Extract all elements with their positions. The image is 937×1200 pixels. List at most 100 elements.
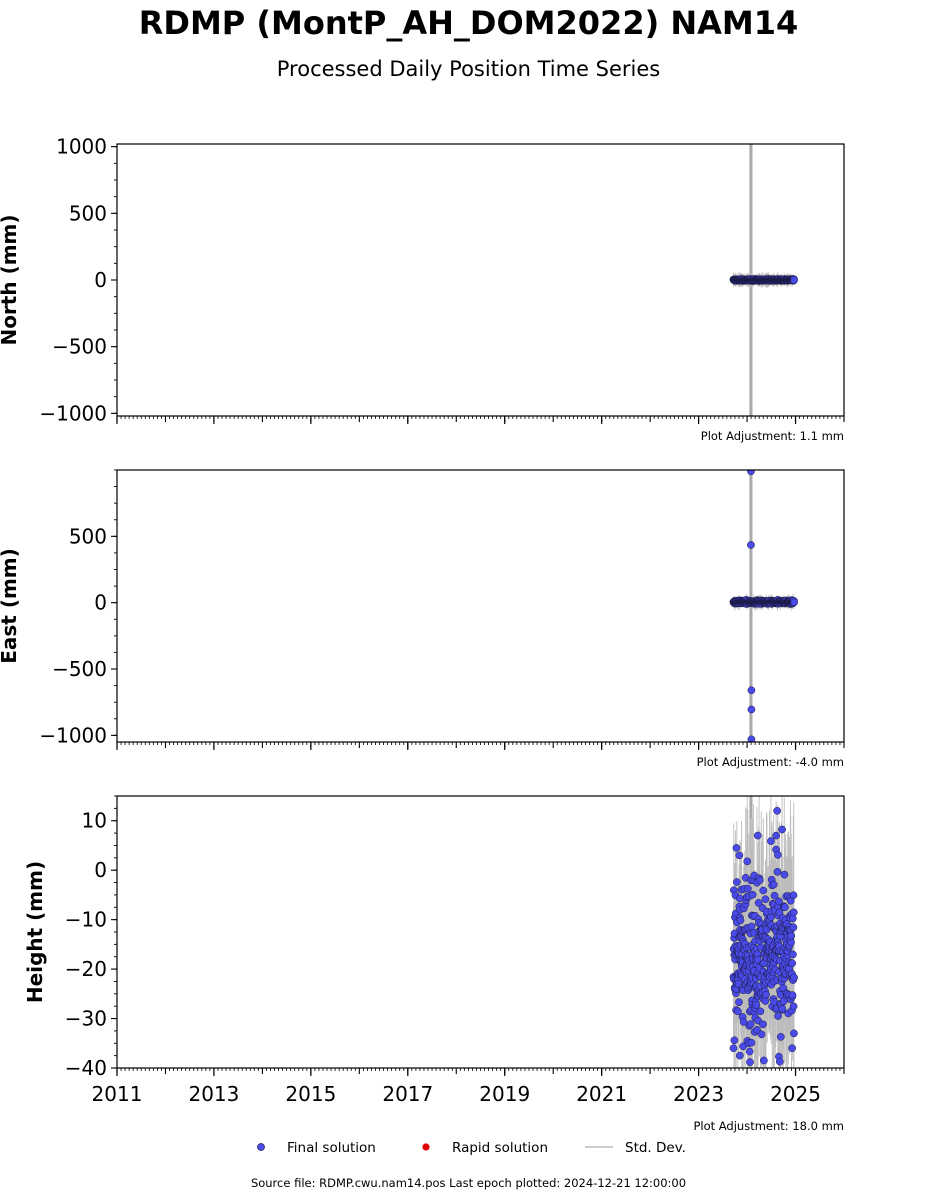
panel-0: 1000 500 0 −500 −1000 North (mm) Plot Adjustme… <box>0 135 845 443</box>
final-solution-point <box>746 1020 755 1028</box>
x-tick-label: 2025 <box>770 1082 821 1106</box>
y-tick-label: 500 <box>69 201 107 225</box>
final-solution-point <box>748 890 757 899</box>
x-tick-label: 2019 <box>479 1082 530 1106</box>
y-tick-label: −500 <box>52 657 107 681</box>
outlier-point <box>747 735 756 742</box>
final-solution-point <box>788 1070 795 1077</box>
final-solution-point <box>789 950 797 959</box>
x-tick-label: 2021 <box>576 1082 627 1106</box>
outlier-point <box>732 844 741 852</box>
chart-subtitle: Processed Daily Position Time Series <box>276 57 661 81</box>
plot-area <box>729 470 798 742</box>
final-solution-point <box>779 997 788 1006</box>
outlier-point <box>747 686 756 695</box>
final-solution-point <box>743 857 752 866</box>
outlier-point <box>773 806 781 815</box>
y-tick-label: −30 <box>65 1007 107 1031</box>
final-solution-point <box>747 922 756 931</box>
final-solution-point <box>778 825 786 834</box>
final-solution-point <box>781 903 789 912</box>
x-tick-label: 2017 <box>382 1082 433 1106</box>
y-tick-label: 500 <box>69 524 107 548</box>
final-solution-point <box>755 876 764 884</box>
legend-rapid-label: Rapid solution <box>452 1140 548 1156</box>
final-solution-point <box>735 998 743 1007</box>
y-tick-label: 1000 <box>56 135 107 159</box>
outlier-point <box>747 470 755 476</box>
y-axis-label: North (mm) <box>0 214 21 345</box>
plot-area <box>729 144 798 416</box>
final-solution-point <box>754 899 763 907</box>
y-axis-label: East (mm) <box>0 548 21 664</box>
y-tick-label: 0 <box>94 268 107 292</box>
final-solution-point <box>733 1007 742 1016</box>
final-solution-point <box>788 959 797 968</box>
final-solution-point <box>770 891 779 900</box>
legend-rapid-marker <box>422 1143 430 1151</box>
legend-final-marker <box>257 1143 265 1151</box>
plot-area <box>729 796 798 1083</box>
plot-adjustment-label: Plot Adjustment: -4.0 mm <box>697 755 844 769</box>
y-tick-label: −500 <box>52 335 107 359</box>
panel-1: 500 0 −500 −1000 East (mm) Plot Adjustment: -… <box>0 469 845 769</box>
final-solution-point <box>774 851 782 859</box>
final-solution-point <box>745 1047 754 1056</box>
y-tick-label: −10 <box>65 908 107 932</box>
final-solution-point <box>790 973 798 982</box>
final-solution-point <box>761 895 770 904</box>
final-solution-point <box>775 1057 784 1066</box>
y-tick-label: −40 <box>65 1056 107 1080</box>
final-solution-point <box>787 938 795 947</box>
final-solution-point <box>789 923 798 932</box>
outlier-point <box>747 705 756 714</box>
final-solution-point <box>775 908 784 917</box>
final-solution-point <box>757 1030 766 1039</box>
final-solution-point <box>790 598 798 607</box>
final-solution-point <box>732 1076 739 1083</box>
plot-adjustment-label: Plot Adjustment: 1.1 mm <box>701 429 844 443</box>
final-solution-point <box>736 916 745 925</box>
plot-adjustment-label: Plot Adjustment: 18.0 mm <box>693 1119 844 1133</box>
outlier-point <box>753 831 762 840</box>
x-tick-label: 2023 <box>673 1082 724 1106</box>
final-solution-point <box>762 990 770 999</box>
final-solution-point <box>746 1058 754 1066</box>
final-solution-point <box>732 878 741 886</box>
final-solution-point <box>747 1038 756 1047</box>
final-solution-point <box>790 1029 798 1038</box>
final-solution-point <box>789 1002 798 1011</box>
final-solution-point <box>759 1020 767 1029</box>
y-tick-label: −1000 <box>39 723 107 747</box>
final-solution-point <box>753 955 762 964</box>
final-solution-point <box>788 991 797 999</box>
final-solution-point <box>789 891 798 900</box>
final-solution-point <box>752 1001 761 1009</box>
source-caption: Source file: RDMP.cwu.nam14.pos Last epo… <box>250 1176 687 1190</box>
x-tick-label: 2015 <box>285 1082 336 1106</box>
final-solution-point <box>790 276 798 284</box>
y-tick-label: −1000 <box>39 401 107 425</box>
final-solution-point <box>739 1018 748 1026</box>
final-solution-point <box>778 1004 787 1013</box>
final-solution-point <box>773 868 782 876</box>
final-solution-point <box>761 997 770 1005</box>
outlier-point <box>747 541 755 549</box>
y-axis-label: Height (mm) <box>23 861 47 1003</box>
final-solution-point <box>743 884 752 893</box>
y-tick-label: 10 <box>82 809 107 833</box>
legend-final-label: Final solution <box>287 1140 376 1156</box>
outlier-point <box>772 831 780 840</box>
final-solution-point <box>759 886 768 895</box>
outlier-point <box>735 851 744 860</box>
y-tick-label: 0 <box>94 858 107 882</box>
y-tick-label: −20 <box>65 957 107 981</box>
final-solution-point <box>789 908 798 917</box>
x-tick-label: 2011 <box>92 1082 143 1106</box>
final-solution-point <box>775 897 783 906</box>
final-solution-point <box>767 837 775 845</box>
y-tick-label: 0 <box>94 591 107 615</box>
final-solution-point <box>776 1033 785 1041</box>
